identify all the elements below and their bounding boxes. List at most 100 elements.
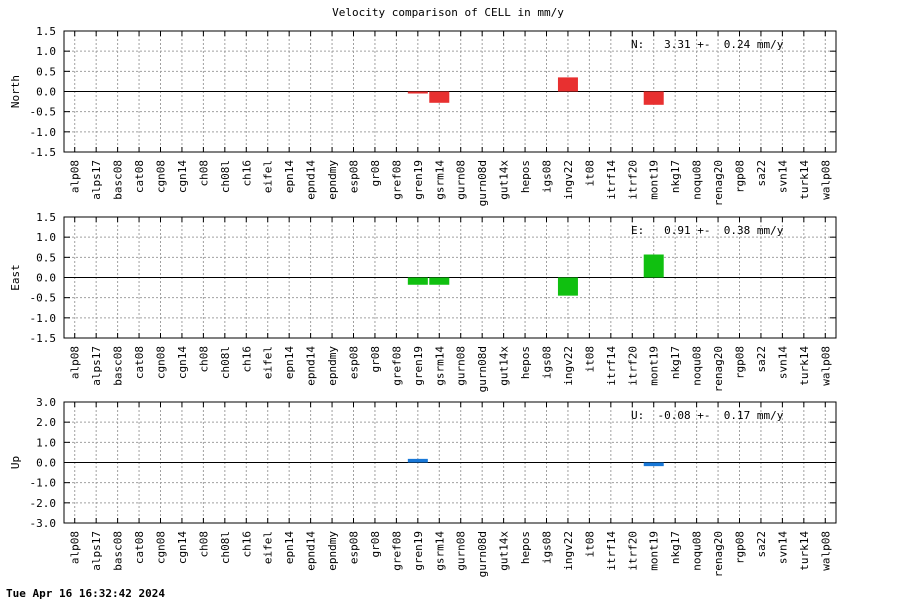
x-tick-label: nkg17 [669, 346, 682, 379]
panel-north: 1.5 1.0 0.5 0.0 -0.5 -1.0 -1.5 alp08 alps17 basc0… [9, 25, 837, 206]
x-tick-label: mont19 [648, 160, 661, 200]
x-tick-label: basc08 [112, 531, 125, 571]
x-tick-label: eifel [262, 346, 275, 379]
x-tick-label: ch16 [240, 346, 253, 373]
x-tick-label: gurn08 [455, 160, 468, 200]
x-tick-label: rgp08 [734, 346, 747, 379]
y-axis-label: North [9, 75, 22, 108]
x-tick-label: basc08 [112, 346, 125, 386]
bar-gren19 [407, 277, 428, 285]
y-tick-label: -2.0 [30, 497, 57, 510]
x-tick-label: it08 [583, 160, 596, 187]
x-tick-label: cat08 [133, 531, 146, 564]
chart-panels: 1.5 1.0 0.5 0.0 -0.5 -1.0 -1.5 alp08 alps17 basc0… [9, 25, 837, 577]
bar-mont19 [643, 462, 664, 467]
x-tick-label: svn14 [776, 160, 789, 193]
y-tick-label: 1.5 [36, 211, 56, 224]
x-tick-label: gsrm14 [433, 346, 446, 386]
x-tick-label: ch08 [197, 531, 210, 558]
x-tick-label: basc08 [112, 160, 125, 200]
plot-frame [63, 216, 837, 339]
y-tick-label: -0.5 [30, 106, 57, 119]
x-tick-label: gren19 [412, 531, 425, 571]
x-tick-label: igs08 [541, 160, 554, 193]
x-tick-label: itrf14 [605, 160, 618, 200]
x-tick-label: gref08 [390, 160, 403, 200]
x-tick-label: walp08 [819, 160, 832, 200]
x-tick-label: itrf20 [626, 160, 639, 200]
x-tick-label: gurn08d [476, 160, 489, 206]
x-tick-label: turk14 [798, 160, 811, 200]
x-tick-label: ingv22 [562, 346, 575, 386]
x-tick-label: noqu08 [691, 531, 704, 571]
x-tick-label: itrf14 [605, 531, 618, 571]
bar-ingv22 [557, 77, 578, 92]
x-tick-label: igs08 [541, 346, 554, 379]
x-tick-label: ch16 [240, 531, 253, 558]
x-tick-label: hepos [519, 160, 532, 193]
panel-up: 3.0 2.0 1.0 0.0 -1.0 -2.0 -3.0 alp08 alps17 basc0… [9, 396, 837, 577]
x-tick-label: turk14 [798, 346, 811, 386]
x-tick-label: itrf14 [605, 346, 618, 386]
x-tick-label: epn14 [283, 531, 296, 564]
x-tick-label: gut14x [498, 531, 511, 571]
y-axis-label: Up [9, 456, 22, 469]
x-tick-label: cgn14 [176, 160, 189, 193]
x-tick-label: renag20 [712, 531, 725, 577]
x-tick-label: ch08 [197, 160, 210, 187]
bar-gsrm14 [429, 91, 450, 103]
x-tick-label: walp08 [819, 346, 832, 386]
y-axis-label: East [9, 264, 22, 291]
x-tick-label: epn14 [283, 346, 296, 379]
bar-gsrm14 [429, 277, 450, 285]
y-tick-label: -1.5 [30, 146, 57, 159]
x-tick-label: cat08 [133, 346, 146, 379]
x-tick-label: cgn08 [155, 531, 168, 564]
x-tick-label: esp08 [348, 531, 361, 564]
x-tick-label: hepos [519, 531, 532, 564]
y-tick-label: -1.0 [30, 477, 57, 490]
x-tick-label: gr08 [369, 346, 382, 373]
y-tick-label: -3.0 [30, 517, 57, 530]
velocity-annotation: U: -0.08 +- 0.17 mm/y [631, 409, 784, 422]
x-tick-label: esp08 [348, 346, 361, 379]
bar-mont19 [643, 254, 664, 278]
x-tick-label: gurn08d [476, 346, 489, 392]
x-tick-label: ch08 [197, 346, 210, 373]
x-tick-label: gut14x [498, 346, 511, 386]
x-tick-label: esp08 [348, 160, 361, 193]
x-tick-label: epnd14 [305, 531, 318, 571]
y-tick-label: 3.0 [36, 396, 56, 409]
x-tick-label: epndmy [326, 346, 339, 386]
bar-gren19 [407, 458, 428, 463]
y-tick-label: -1.0 [30, 312, 57, 325]
x-tick-label: gren19 [412, 346, 425, 386]
plot-frame [63, 401, 837, 524]
y-tick-label: 1.0 [36, 436, 56, 449]
bar-ingv22 [557, 277, 578, 296]
x-tick-label: epnd14 [305, 346, 318, 386]
x-tick-label: gref08 [390, 531, 403, 571]
y-tick-label: 0.0 [36, 272, 56, 285]
x-tick-label: nkg17 [669, 160, 682, 193]
x-tick-label: alp08 [69, 346, 82, 379]
x-tick-label: ingv22 [562, 531, 575, 571]
x-tick-label: gsrm14 [433, 160, 446, 200]
x-tick-label: gurn08 [455, 346, 468, 386]
velocity-annotation: E: 0.91 +- 0.38 mm/y [631, 224, 784, 237]
x-tick-label: gref08 [390, 346, 403, 386]
x-tick-label: ingv22 [562, 160, 575, 200]
x-tick-label: rgp08 [734, 160, 747, 193]
x-tick-label: cgn08 [155, 346, 168, 379]
bar-mont19 [643, 91, 664, 105]
y-tick-label: -1.0 [30, 126, 57, 139]
y-tick-label: 1.0 [36, 231, 56, 244]
x-tick-label: eifel [262, 531, 275, 564]
x-tick-label: sa22 [755, 531, 768, 558]
x-tick-label: alp08 [69, 160, 82, 193]
x-tick-label: cgn14 [176, 531, 189, 564]
x-tick-label: epn14 [283, 160, 296, 193]
x-tick-label: gr08 [369, 531, 382, 558]
x-tick-label: cgn08 [155, 160, 168, 193]
x-tick-label: cgn14 [176, 346, 189, 379]
